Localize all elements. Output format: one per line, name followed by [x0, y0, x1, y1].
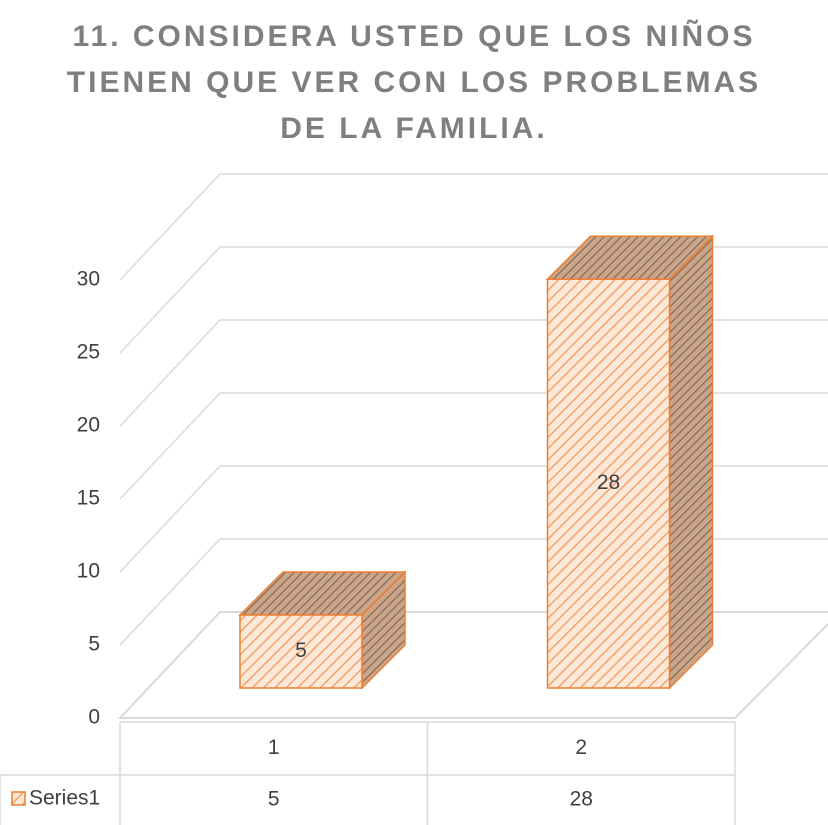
- x-tick-label: 1: [268, 736, 280, 759]
- legend-key: [11, 791, 26, 806]
- bar-side: [668, 234, 714, 690]
- grid-line: [119, 173, 828, 281]
- y-tick-label: 30: [77, 268, 100, 291]
- y-tick-label: 10: [77, 560, 100, 583]
- grid-line: [119, 392, 828, 500]
- y-tick-label: 15: [77, 487, 100, 510]
- grid-line: [119, 465, 828, 573]
- legend-label: Series1: [29, 787, 100, 810]
- grid-line: [119, 538, 828, 646]
- table-value: 5: [268, 788, 280, 811]
- data-label: 28: [597, 471, 620, 494]
- data-label: 5: [295, 639, 307, 662]
- y-tick-label: 5: [88, 633, 100, 656]
- y-tick-label: 20: [77, 414, 100, 437]
- table-value: 28: [570, 788, 593, 811]
- floor: [117, 611, 828, 719]
- y-tick-label: 25: [77, 341, 100, 364]
- x-tick-label: 2: [575, 736, 587, 759]
- bar: [546, 278, 671, 689]
- grid-line: [119, 319, 828, 427]
- grid-line: [119, 246, 828, 354]
- y-tick-label: 0: [88, 706, 100, 729]
- bar: [239, 614, 363, 689]
- chart-title: 11. CONSIDERA USTED QUE LOS NIÑOS TIENEN…: [66, 20, 762, 145]
